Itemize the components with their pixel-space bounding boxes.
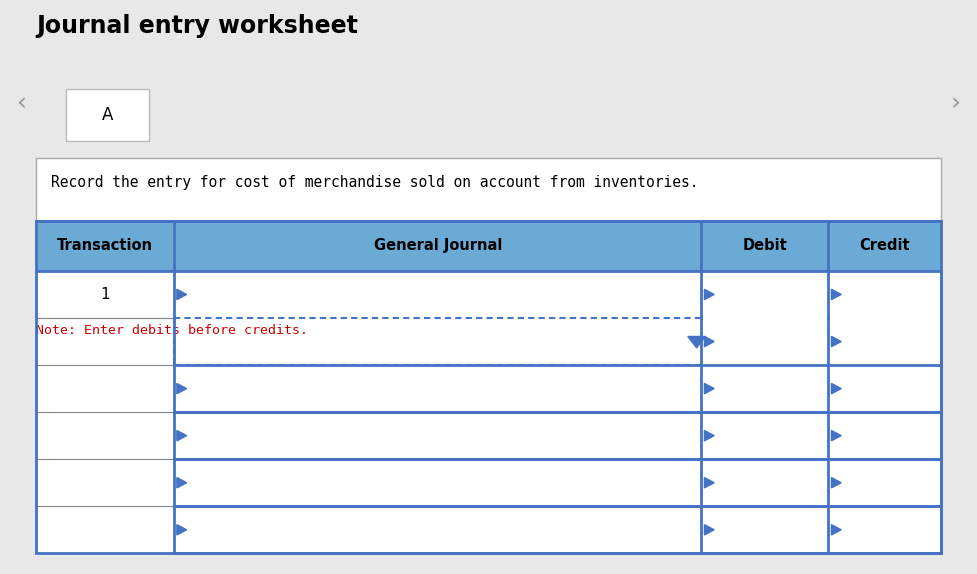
Polygon shape: [831, 383, 841, 394]
Polygon shape: [688, 336, 705, 348]
Text: Debit: Debit: [743, 238, 787, 254]
Bar: [174, 506, 701, 553]
Bar: [828, 412, 941, 459]
Bar: [701, 318, 828, 365]
Bar: [36, 506, 174, 553]
Polygon shape: [177, 525, 187, 535]
Bar: [174, 271, 701, 318]
Text: ›: ›: [951, 91, 960, 115]
Bar: [36, 365, 174, 412]
Text: A: A: [103, 106, 113, 124]
Bar: [828, 459, 941, 506]
Bar: [828, 271, 941, 318]
Bar: [36, 271, 174, 318]
Text: 1: 1: [101, 287, 109, 302]
Text: Note: Enter debits before credits.: Note: Enter debits before credits.: [36, 324, 308, 338]
Bar: [701, 506, 828, 553]
Bar: [701, 412, 828, 459]
Bar: [36, 158, 941, 304]
Polygon shape: [831, 336, 841, 347]
Polygon shape: [704, 525, 714, 535]
Polygon shape: [704, 478, 714, 488]
Bar: [36, 221, 941, 271]
Polygon shape: [831, 430, 841, 441]
Bar: [36, 412, 174, 459]
Bar: [36, 318, 174, 365]
Bar: [828, 318, 941, 365]
Bar: [174, 365, 701, 412]
Text: General Journal: General Journal: [373, 238, 502, 254]
Polygon shape: [831, 478, 841, 488]
Text: Record the entry for cost of merchandise sold on account from inventories.: Record the entry for cost of merchandise…: [51, 175, 699, 190]
Bar: [828, 365, 941, 412]
Polygon shape: [704, 289, 714, 300]
Bar: [701, 365, 828, 412]
Polygon shape: [831, 525, 841, 535]
Polygon shape: [831, 289, 841, 300]
Bar: [828, 506, 941, 553]
Bar: [36, 459, 174, 506]
Text: ‹: ‹: [17, 91, 26, 115]
Bar: [701, 459, 828, 506]
Polygon shape: [177, 289, 187, 300]
Bar: [174, 459, 701, 506]
Polygon shape: [704, 336, 714, 347]
Polygon shape: [177, 478, 187, 488]
Bar: [66, 89, 149, 141]
Text: Credit: Credit: [860, 238, 910, 254]
Text: Transaction: Transaction: [57, 238, 153, 254]
Polygon shape: [177, 430, 187, 441]
Text: Journal entry worksheet: Journal entry worksheet: [36, 14, 358, 38]
Bar: [36, 221, 941, 553]
Polygon shape: [177, 383, 187, 394]
Bar: [174, 318, 701, 365]
Bar: [701, 271, 828, 318]
Polygon shape: [704, 430, 714, 441]
Polygon shape: [704, 383, 714, 394]
Bar: [174, 412, 701, 459]
